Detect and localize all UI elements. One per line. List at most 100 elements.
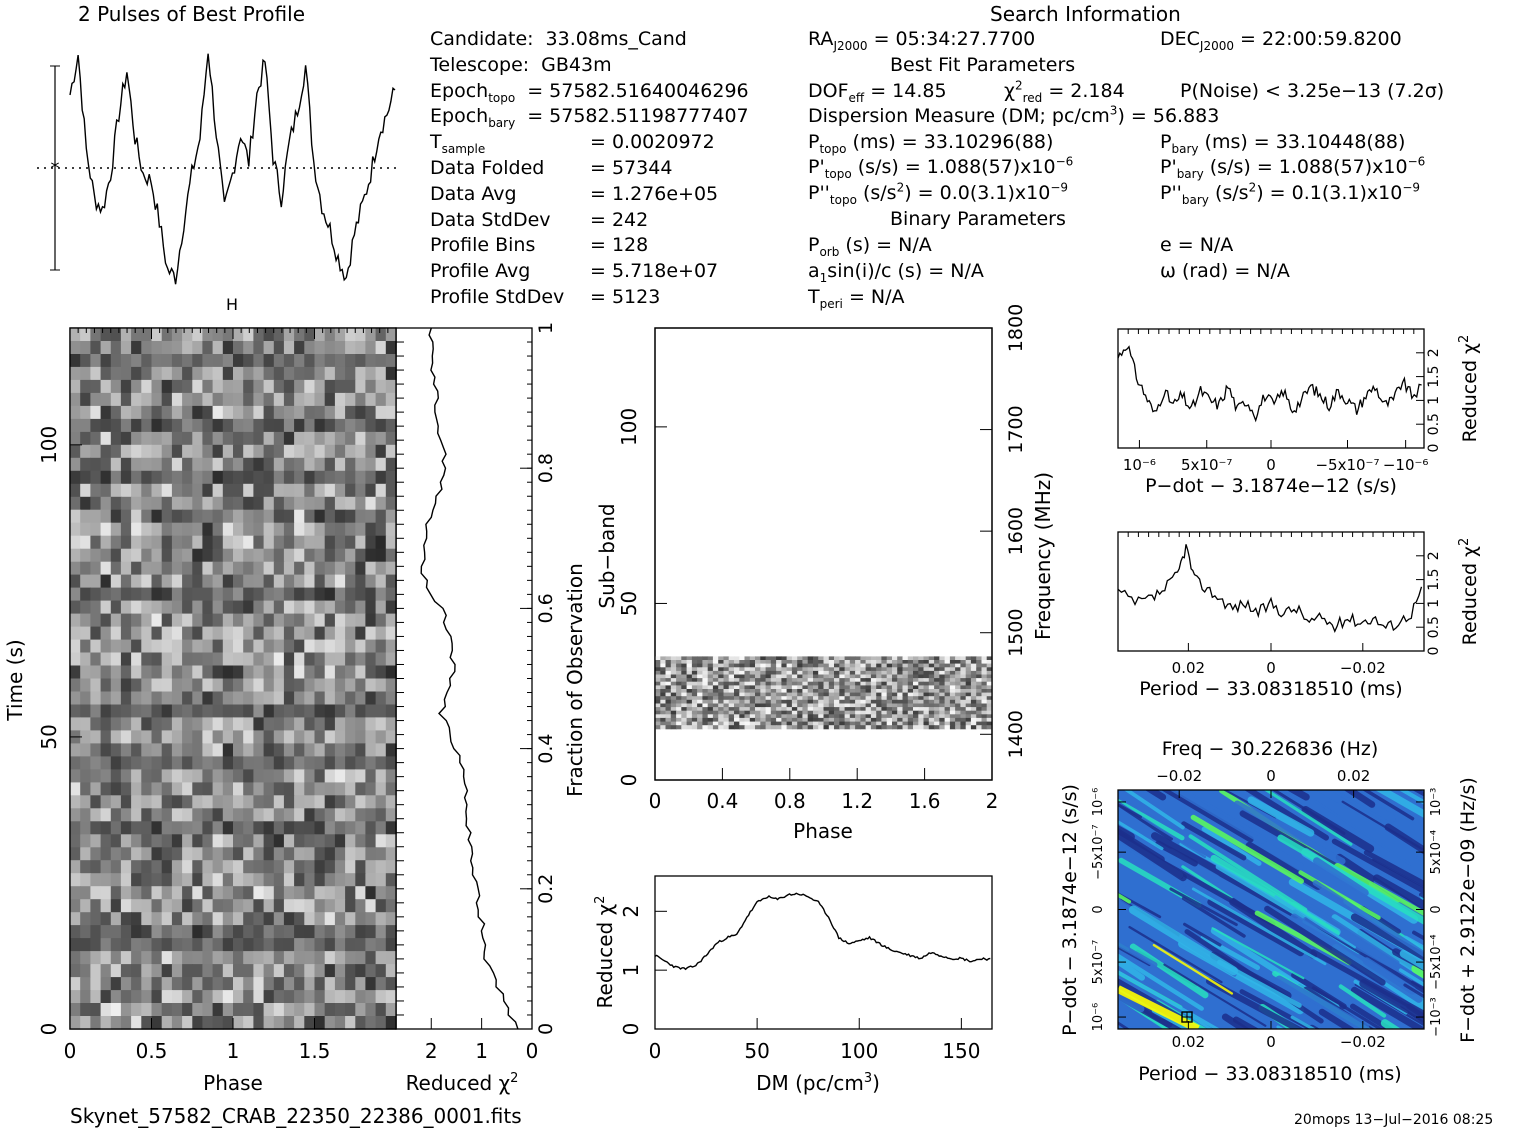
time-phase-cell bbox=[100, 782, 112, 796]
time-phase-cell bbox=[141, 470, 153, 485]
time-phase-cell bbox=[385, 496, 397, 511]
subband-cell bbox=[791, 721, 798, 726]
time-phase-cell bbox=[192, 328, 204, 342]
time-phase-cell bbox=[222, 925, 234, 939]
subband-cell bbox=[723, 696, 730, 701]
time-phase-cell bbox=[151, 652, 163, 667]
subband-cell bbox=[860, 674, 867, 679]
pp-streak bbox=[1350, 913, 1424, 961]
subband-cell bbox=[744, 678, 751, 683]
subband-cell bbox=[686, 721, 693, 726]
time-phase-cell bbox=[120, 509, 132, 524]
subband-cell bbox=[744, 696, 751, 701]
time-chi2-ylabel: Fraction of Observation bbox=[563, 563, 587, 797]
subband-cell bbox=[749, 681, 756, 686]
subband-cell bbox=[970, 670, 977, 675]
time-phase-cell bbox=[253, 341, 265, 355]
time-phase-cell bbox=[182, 990, 193, 1004]
subband-cell bbox=[834, 689, 840, 694]
time-phase-cell bbox=[202, 769, 214, 783]
time-phase-cell bbox=[141, 795, 153, 809]
time-phase-cell bbox=[263, 795, 275, 809]
subband-cell bbox=[781, 660, 788, 665]
time-phase-cell bbox=[294, 548, 305, 563]
time-phase-cell bbox=[100, 1003, 112, 1017]
subband-cell bbox=[791, 699, 798, 704]
time-phase-cell bbox=[355, 1016, 367, 1030]
time-phase-cell bbox=[314, 509, 326, 524]
subband-cell bbox=[834, 678, 840, 683]
subband-cell bbox=[876, 725, 882, 730]
time-phase-cell bbox=[192, 730, 204, 744]
subband-cell bbox=[897, 670, 903, 675]
subband-cell bbox=[681, 703, 688, 708]
subband-cell bbox=[897, 703, 903, 708]
subband-cell bbox=[928, 692, 935, 697]
subband-cell bbox=[897, 699, 903, 704]
time-phase-cell bbox=[120, 834, 132, 848]
time-phase-cell bbox=[294, 925, 305, 939]
subband-cell bbox=[734, 692, 740, 697]
subband-cell bbox=[813, 714, 819, 719]
time-phase-cell bbox=[294, 496, 305, 511]
time-phase-cell bbox=[212, 600, 224, 615]
subband-cell bbox=[839, 670, 846, 675]
time-phase-cell bbox=[233, 756, 244, 770]
time-phase-cell bbox=[304, 951, 316, 965]
subband-cell bbox=[960, 699, 967, 704]
subband-cell bbox=[944, 699, 951, 704]
time-phase-cell bbox=[243, 899, 254, 913]
time-phase-cell bbox=[375, 847, 387, 861]
time-phase-cell bbox=[161, 873, 173, 887]
time-phase-cell bbox=[120, 769, 132, 783]
time-phase-cell bbox=[151, 574, 163, 589]
time-phase-cell bbox=[233, 873, 244, 887]
subband-cell bbox=[807, 667, 814, 672]
subband-cell bbox=[676, 710, 682, 715]
time-phase-cell bbox=[161, 366, 173, 381]
subband-cell bbox=[807, 689, 814, 694]
time-phase-cell bbox=[161, 392, 173, 407]
time-phase-cell bbox=[171, 366, 183, 381]
time-phase-cell bbox=[131, 457, 142, 472]
time-phase-cell bbox=[273, 496, 285, 511]
subband-cell bbox=[807, 703, 814, 708]
subband-cell bbox=[823, 663, 830, 668]
subband-cell bbox=[723, 656, 730, 661]
pp-y-tick: 10⁻⁶ bbox=[1091, 1003, 1106, 1032]
subband-cell bbox=[892, 674, 898, 679]
time-phase-cell bbox=[151, 639, 163, 654]
subband-cell bbox=[760, 692, 767, 697]
subband-cell bbox=[981, 656, 988, 661]
subband-cell bbox=[791, 670, 798, 675]
subband-cell bbox=[907, 717, 914, 722]
subband-cell bbox=[876, 699, 882, 704]
subband-cell bbox=[928, 678, 935, 683]
time-phase-cell bbox=[273, 717, 285, 731]
time-phase-cell bbox=[314, 522, 326, 537]
subband-cell bbox=[718, 707, 724, 712]
time-phase-cell bbox=[355, 418, 367, 433]
subband-cell bbox=[970, 696, 977, 701]
subband-cell bbox=[934, 717, 940, 722]
time-phase-cell bbox=[100, 717, 112, 731]
subband-cell bbox=[876, 660, 882, 665]
time-phase-cell bbox=[110, 1016, 122, 1030]
time-phase-cell bbox=[131, 392, 142, 407]
time-phase-cell bbox=[304, 496, 316, 511]
time-phase-cell bbox=[345, 886, 356, 900]
time-phase-cell bbox=[233, 600, 244, 615]
time-phase-cell bbox=[375, 860, 387, 874]
subband-cell bbox=[797, 663, 803, 668]
pp-streak bbox=[1314, 800, 1412, 866]
subband-cell bbox=[844, 660, 851, 665]
subband-cell bbox=[681, 681, 688, 686]
time-phase-cell bbox=[161, 405, 173, 420]
subband-cell bbox=[839, 656, 846, 661]
pp-y-tick: 10⁻⁶ bbox=[1091, 788, 1106, 817]
pp-streak bbox=[1359, 979, 1424, 1024]
subband-cell bbox=[739, 685, 746, 690]
subband-cell bbox=[676, 721, 682, 726]
subband-cell bbox=[712, 699, 719, 704]
candidate-value: = 242 bbox=[590, 208, 649, 231]
